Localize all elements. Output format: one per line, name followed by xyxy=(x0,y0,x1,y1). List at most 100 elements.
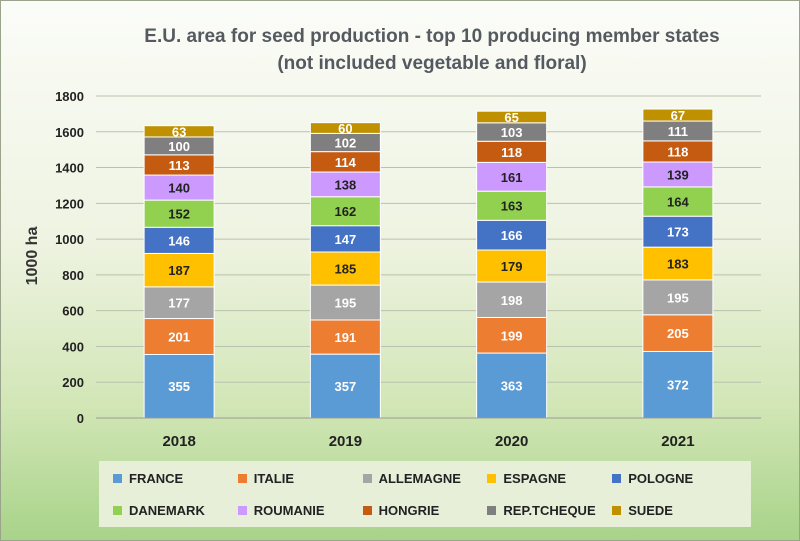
data-label: 357 xyxy=(335,379,357,394)
bar-segment xyxy=(476,352,548,419)
legend-label: HONGRIE xyxy=(378,502,440,518)
data-label: 114 xyxy=(335,155,357,170)
y-tick-label: 200 xyxy=(62,375,84,390)
data-label: 65 xyxy=(504,110,518,125)
data-label: 111 xyxy=(668,124,688,139)
data-label: 100 xyxy=(168,139,190,154)
data-label: 355 xyxy=(168,379,190,394)
data-label: 187 xyxy=(168,263,190,278)
data-label: 191 xyxy=(335,330,357,345)
bar-segment xyxy=(143,318,215,355)
bar-segment xyxy=(143,199,215,228)
bar-segment xyxy=(642,161,714,188)
bar-segment xyxy=(143,252,215,288)
legend-item: POLOGNE xyxy=(612,467,737,489)
bar-segment xyxy=(642,108,714,122)
data-label: 162 xyxy=(335,204,357,219)
bar-segment xyxy=(309,284,381,321)
bar-segment xyxy=(143,353,215,419)
data-label: 195 xyxy=(667,290,689,305)
x-tick-label: 2020 xyxy=(495,433,528,450)
bar-segment xyxy=(143,125,215,138)
bar-segment xyxy=(476,219,548,251)
legend-label: SUEDE xyxy=(628,502,673,518)
data-label: 118 xyxy=(667,144,688,159)
legend-label: FRANCE xyxy=(129,470,184,486)
data-label: 118 xyxy=(501,145,522,160)
data-label: 161 xyxy=(501,170,523,185)
bar-segment xyxy=(309,122,381,134)
legend: FRANCE ITALIE ALLEMAGNE ESPAGNE POLOGNE DANEM… xyxy=(99,461,751,527)
y-tick-label: 1200 xyxy=(55,196,84,211)
data-label: 147 xyxy=(335,232,357,247)
legend-item: HONGRIE xyxy=(362,499,488,521)
legend-item: DANEMARK xyxy=(113,499,238,521)
data-label: 363 xyxy=(501,379,523,394)
y-axis-label: 1000 ha xyxy=(24,227,41,286)
data-label: 146 xyxy=(168,233,190,248)
x-tick-label: 2018 xyxy=(162,433,195,450)
y-tick-label: 1400 xyxy=(55,161,84,176)
data-label: 138 xyxy=(335,177,357,192)
data-label: 177 xyxy=(168,296,190,311)
data-label: 198 xyxy=(501,293,523,308)
bar-segment xyxy=(642,350,714,419)
legend-swatch xyxy=(487,505,497,515)
legend-swatch xyxy=(362,505,372,515)
data-label: 372 xyxy=(667,378,689,393)
legend-label: ESPAGNE xyxy=(503,470,566,486)
y-tick-label: 600 xyxy=(62,304,84,319)
bar-segment xyxy=(642,279,714,316)
data-label: 199 xyxy=(501,328,523,343)
data-label: 185 xyxy=(335,262,357,277)
legend-swatch xyxy=(113,505,122,515)
legend-swatch xyxy=(612,473,622,483)
data-label: 195 xyxy=(335,296,357,311)
x-tick-label: 2021 xyxy=(661,433,694,450)
bar-segment xyxy=(642,246,714,281)
bar-segment xyxy=(476,249,548,283)
data-label: 166 xyxy=(501,228,523,243)
legend-label: ROUMANIE xyxy=(253,502,325,518)
bar-segment xyxy=(476,110,548,124)
bar-segment xyxy=(309,251,381,286)
legend-label: ALLEMAGNE xyxy=(378,470,461,486)
data-label: 60 xyxy=(338,121,352,136)
bar-segment xyxy=(309,353,381,419)
y-tick-label: 0 xyxy=(77,411,84,426)
data-label: 67 xyxy=(671,108,685,123)
data-label: 102 xyxy=(335,136,357,151)
y-tick-label: 1800 xyxy=(55,89,84,104)
legend-swatch xyxy=(113,473,122,483)
legend-item: ALLEMAGNE xyxy=(362,467,488,489)
data-label: 163 xyxy=(501,199,523,214)
legend-label: REP.TCHEQUE xyxy=(503,502,596,518)
legend-swatch xyxy=(362,473,372,483)
data-label: 113 xyxy=(169,158,190,173)
data-label: 183 xyxy=(667,257,689,272)
chart-subtitle: (not included vegetable and floral) xyxy=(277,53,586,74)
legend-label: POLOGNE xyxy=(628,470,694,486)
bar-segment xyxy=(476,161,548,192)
bar-segment xyxy=(476,190,548,221)
legend-label: ITALIE xyxy=(253,470,294,486)
bar-segment xyxy=(476,316,548,354)
data-label: 179 xyxy=(501,259,523,274)
legend-swatch xyxy=(612,505,622,515)
y-tick-label: 1000 xyxy=(55,232,84,247)
bar-segment xyxy=(309,319,381,355)
chart-svg: E.U. area for seed production - top 10 p… xyxy=(24,26,761,450)
data-label: 63 xyxy=(172,124,186,139)
axes: 0 200 400 600 800 1000 1200 1400 1600 1800 2018 201… xyxy=(55,89,761,450)
data-label: 173 xyxy=(667,225,689,240)
legend-swatch xyxy=(237,505,247,515)
legend-item: ROUMANIE xyxy=(237,499,363,521)
y-tick-label: 1600 xyxy=(55,125,84,140)
legend-item: SUEDE xyxy=(612,499,737,521)
chart-title: E.U. area for seed production - top 10 p… xyxy=(144,26,719,47)
data-label: 103 xyxy=(501,125,523,140)
data-label: 201 xyxy=(168,330,190,345)
legend-item: FRANCE xyxy=(113,467,238,489)
